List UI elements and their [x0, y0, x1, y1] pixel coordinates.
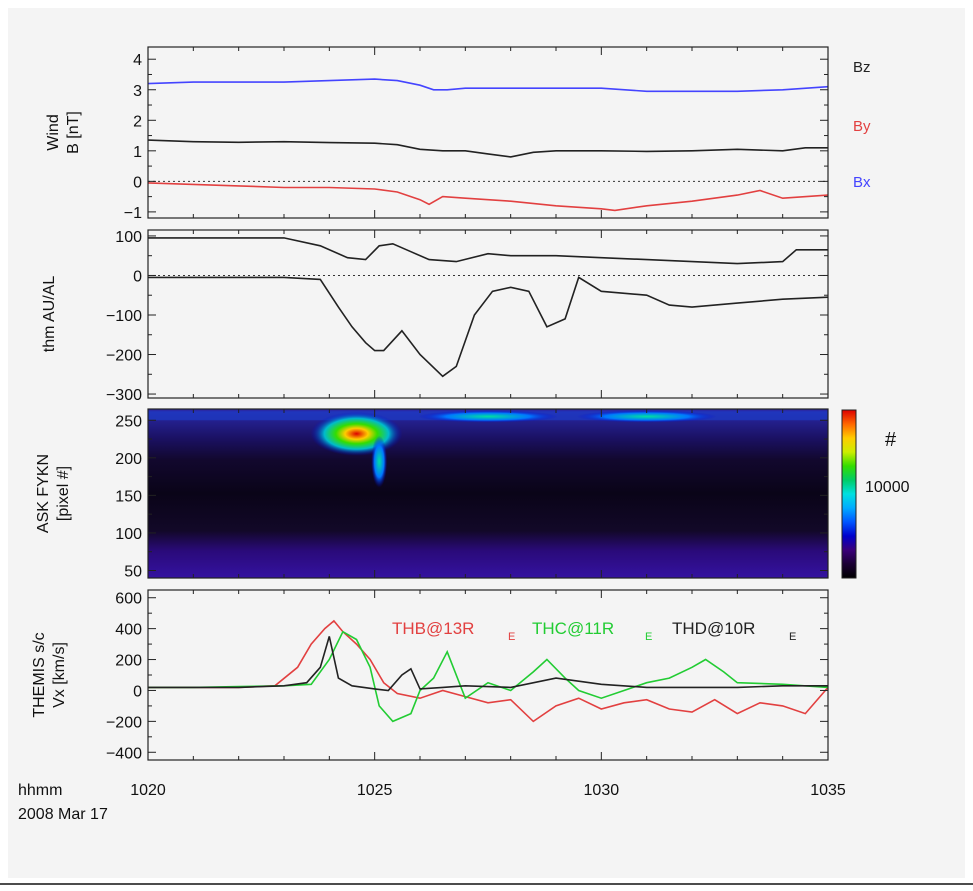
panel-2: −300 −200 −100 0 100 thm AU/AL: [41, 229, 829, 404]
legend-thc: THC@11R: [532, 619, 614, 638]
ytick-label: 100: [115, 229, 142, 246]
legend-thd: THD@10R: [672, 619, 755, 638]
heatmap-feature-4: [576, 410, 717, 423]
panel-4: −400 −200 0 200 400 600 THEMIS s/c Vx [km/s]: [31, 589, 829, 762]
ytick-label: 50: [124, 563, 142, 580]
ytick-label: 200: [115, 653, 142, 670]
ytick-label: 600: [115, 591, 142, 608]
ytick-label: 4: [133, 52, 142, 69]
colorbar-tick-label: 10000: [865, 479, 910, 496]
ytick-label: 2: [133, 113, 142, 130]
heatmap-feature-3: [418, 410, 558, 423]
ytick-label: −300: [106, 387, 142, 404]
ytick-label: 0: [133, 683, 142, 700]
legend-thc-subscript: E: [645, 631, 652, 643]
ytick-label: 0: [133, 174, 142, 191]
legend-thb: THB@13R: [392, 619, 474, 638]
ytick-label: 3: [133, 83, 142, 100]
ytick-label: −1: [124, 205, 142, 222]
legend-bz: Bz: [853, 59, 871, 76]
ylabel-line1: Wind: [45, 114, 62, 150]
ylabel-line2: [pixel #]: [55, 466, 72, 521]
panel-1: −1 0 1 2 3 4 Wind B [nT]: [45, 46, 829, 222]
ylabel-line2: Vx [km/s]: [51, 642, 68, 708]
colorbar: [841, 409, 857, 579]
ylabel-line1: ASK FYKN: [35, 454, 52, 533]
xtick-label: 1035: [810, 782, 846, 799]
ylabel-line1: thm AU/AL: [41, 276, 58, 353]
legend-thd-subscript: E: [789, 631, 796, 643]
legend-bx: Bx: [853, 174, 871, 191]
xtick-label: 1030: [584, 782, 620, 799]
panel-frame: [147, 408, 829, 579]
series-thb-13r-line: [148, 619, 828, 723]
ytick-label: −200: [106, 348, 142, 365]
ytick-label: 100: [115, 526, 142, 543]
ytick-label: −100: [106, 308, 142, 325]
panel-3: 50 100 150 200 250 ASK FYKN [pixel #]: [35, 408, 829, 580]
ytick-label: 400: [115, 622, 142, 639]
series-thd-10r-line: [148, 636, 828, 692]
heatmap-feature-2: [371, 435, 388, 488]
xtick-label: 1020: [130, 782, 166, 799]
ytick-label: 0: [133, 268, 142, 285]
heatmap-image: [148, 409, 828, 578]
series-al-line: [148, 276, 828, 378]
series-by-line: [148, 182, 828, 212]
legend-thb-subscript: E: [508, 631, 515, 643]
time-axis-label-hhmm: hhmm: [18, 782, 62, 799]
xtick-label: 1025: [357, 782, 393, 799]
ytick-label: 250: [115, 413, 142, 430]
series-bz-line: [148, 139, 828, 158]
panel-frame: [147, 229, 829, 399]
ytick-label: −200: [106, 714, 142, 731]
colorbar-label: #: [885, 429, 897, 451]
time-axis-label-date: 2008 Mar 17: [18, 806, 108, 823]
series-thc-11r-line: [148, 630, 828, 723]
series-au-line: [148, 237, 828, 265]
legend-by: By: [853, 118, 871, 135]
ytick-label: −400: [106, 745, 142, 762]
ylabel-line2: B [nT]: [65, 111, 82, 154]
heatmap-feature-1: [310, 411, 403, 456]
ytick-label: 1: [133, 144, 142, 161]
themis-legend: THB@13R E THC@11R E THD@10R E: [392, 619, 796, 643]
ytick-label: 200: [115, 451, 142, 468]
ytick-label: 150: [115, 488, 142, 505]
series-bx-line: [148, 78, 828, 93]
ylabel-line1: THEMIS s/c: [31, 632, 48, 717]
panel-frame: [147, 46, 829, 219]
